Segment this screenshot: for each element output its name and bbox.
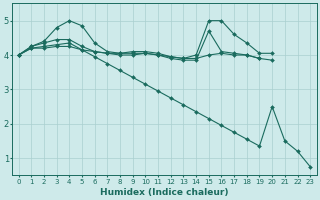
X-axis label: Humidex (Indice chaleur): Humidex (Indice chaleur)	[100, 188, 229, 197]
